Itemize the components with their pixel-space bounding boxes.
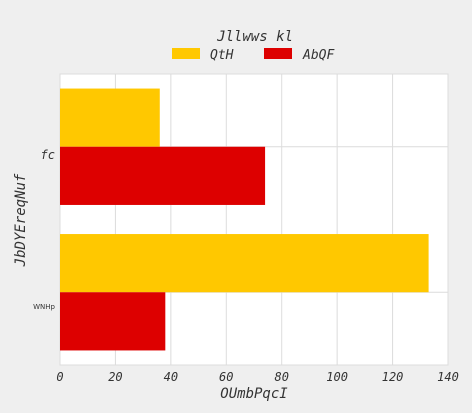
bar-abqf-wnhp (60, 292, 166, 351)
x-tick-label: 80 (274, 370, 288, 384)
x-tick-label: 60 (219, 370, 233, 384)
y-axis-label: JbDYEreqNuf (13, 173, 29, 267)
legend-swatch-abqf (264, 48, 292, 59)
x-axis-label: OUmbPqcI (220, 386, 288, 402)
legend-label-qth: QtH (210, 48, 234, 63)
x-tick-label: 140 (437, 370, 459, 384)
x-tick-label: 100 (326, 370, 348, 384)
legend-swatch-qth (172, 48, 200, 59)
bars (60, 88, 429, 351)
bar-qth-wnhp (60, 234, 429, 293)
legend-label-abqf: AbQF (302, 48, 335, 63)
x-tick-label: 0 (56, 370, 63, 384)
bar-abqf-fc (60, 146, 266, 205)
category-label-wnhp: WNHp (33, 303, 55, 311)
legend-title: Jllwws kl (216, 29, 293, 45)
x-tick-labels: 0 20 40 60 80 100 120 140 (56, 370, 458, 384)
x-tick-label: 20 (108, 370, 122, 384)
category-label-fc: fc (41, 148, 55, 162)
x-tick-label: 40 (164, 370, 178, 384)
legend: Jllwws kl QtH AbQF (172, 29, 335, 63)
bar-qth-fc (60, 88, 160, 147)
x-tick-label: 120 (382, 370, 404, 384)
